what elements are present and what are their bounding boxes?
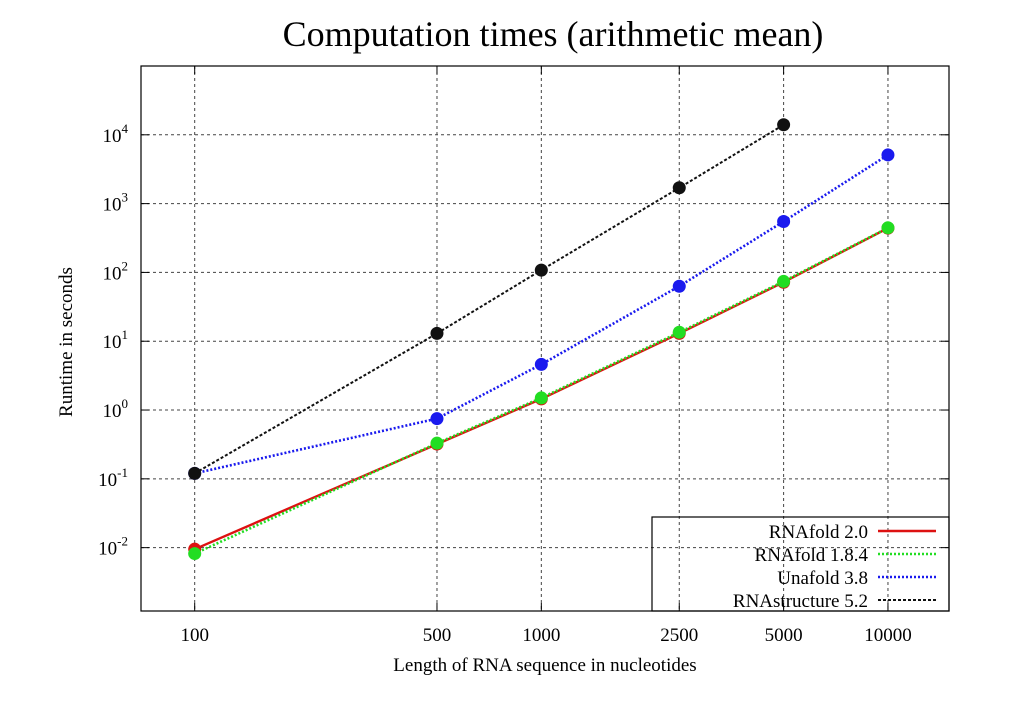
data-point [777,214,791,228]
x-tick-label: 10000 [864,625,912,646]
data-point [881,148,895,162]
data-point [672,279,686,293]
y-tick-label: 102 [103,258,129,284]
x-axis-label: Length of RNA sequence in nucleotides [393,655,696,676]
x-tick-label: 100 [180,625,209,646]
data-point [672,325,686,339]
x-tick-label: 1000 [522,625,560,646]
y-tick-label: 101 [103,327,129,353]
axis-ticks: 100 500 1000 2500 5000 10000 10-2 10-1 100 101 102… [98,66,949,646]
y-tick-label: 103 [103,190,129,216]
x-tick-label: 5000 [765,625,803,646]
data-point [188,466,202,480]
data-point [430,326,444,340]
x-tick-label: 500 [423,625,452,646]
data-point [777,118,791,132]
data-point [534,391,548,405]
data-point [534,357,548,371]
series-2 [188,148,895,480]
legend-label: Unafold 3.8 [777,568,868,589]
chart-title: Computation times (arithmetic mean) [283,14,824,54]
data-point [430,412,444,426]
data-point [188,547,202,561]
series-line [194,153,889,475]
y-tick-label: 10-2 [98,534,128,560]
data-point [777,274,791,288]
legend-label: RNAfold 2.0 [769,522,868,543]
y-tick-label: 100 [103,396,129,422]
data-point [534,263,548,277]
plot-frame [140,65,950,612]
y-axis-label: Runtime in seconds [56,267,77,417]
legend-label: RNAfold 1.8.4 [755,545,869,566]
legend-label: RNAstructure 5.2 [733,591,868,612]
x-tick-label: 2500 [660,625,698,646]
y-tick-label: 104 [103,121,129,147]
series-line [194,226,889,555]
data-point [881,221,895,235]
data-point [672,181,686,195]
series-3 [188,118,791,480]
legend-box [651,516,950,612]
y-tick-label: 10-1 [98,465,128,491]
data-point [430,436,444,450]
series-1 [188,221,895,561]
series-group [188,118,895,561]
